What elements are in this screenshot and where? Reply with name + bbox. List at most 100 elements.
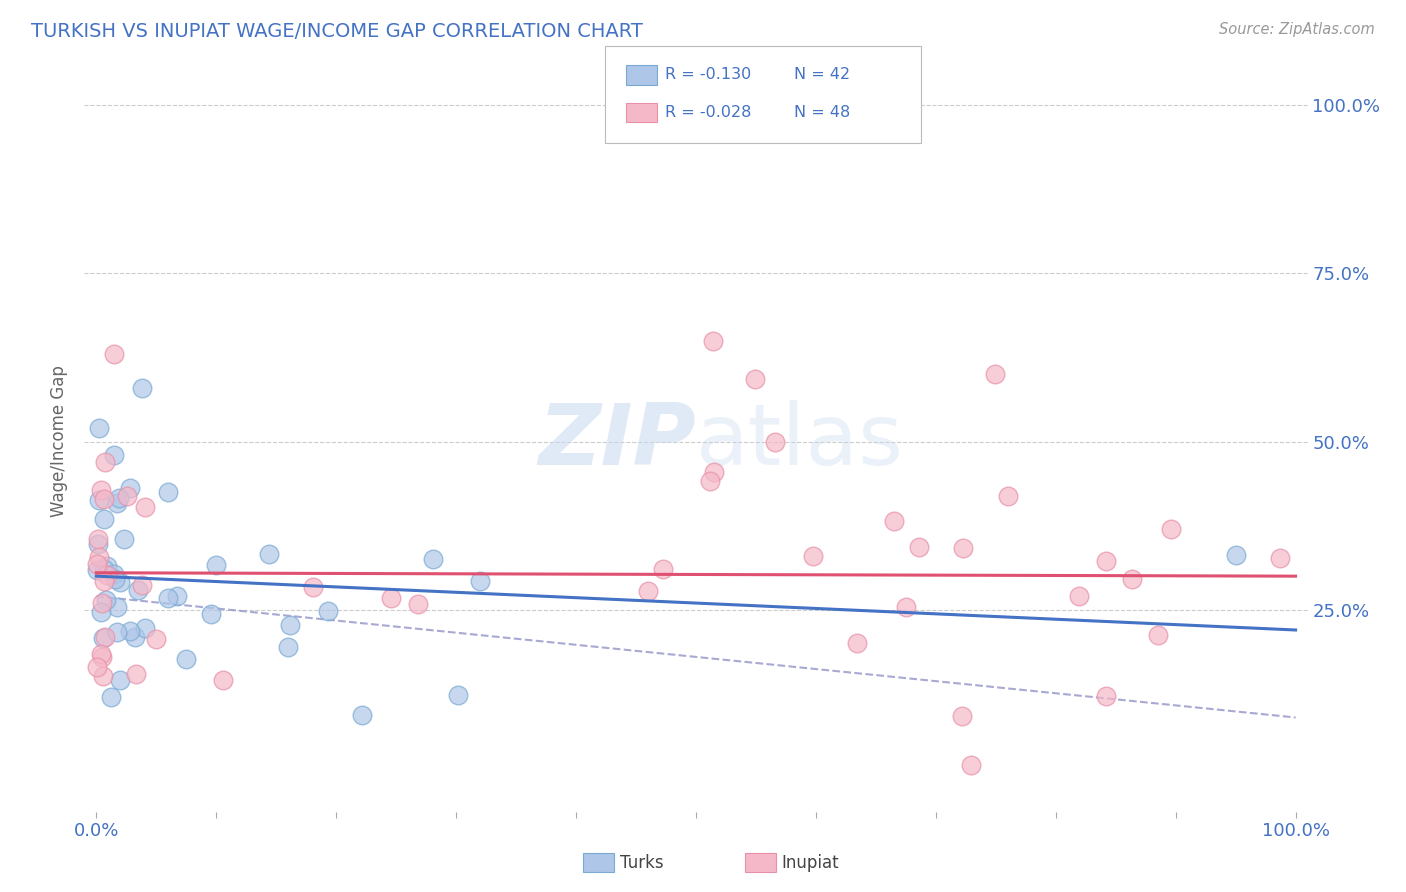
Point	[100, 690, 122, 704]
Point	[1095, 689, 1118, 703]
Text: R = -0.028: R = -0.028	[665, 105, 751, 120]
Point	[157, 485, 180, 500]
Text: atlas: atlas	[696, 400, 904, 483]
Point	[86, 533, 108, 547]
Point	[96, 568, 118, 582]
Point	[212, 673, 235, 687]
Point	[1147, 628, 1170, 642]
Point	[174, 651, 197, 665]
Point	[87, 421, 110, 435]
Point	[1225, 548, 1247, 562]
Point	[87, 493, 110, 508]
Y-axis label: Wage/Income Gap: Wage/Income Gap	[51, 366, 69, 517]
Point	[93, 492, 115, 507]
Point	[652, 562, 675, 576]
Point	[103, 448, 125, 462]
Point	[699, 474, 721, 488]
Text: ZIP: ZIP	[538, 400, 696, 483]
Point	[703, 465, 725, 479]
Point	[86, 557, 108, 571]
Point	[765, 434, 787, 449]
Point	[94, 593, 117, 607]
Point	[124, 630, 146, 644]
Point	[93, 512, 115, 526]
Point	[134, 500, 156, 514]
Point	[447, 688, 470, 702]
Point	[118, 624, 141, 638]
Point	[105, 496, 128, 510]
Point	[468, 574, 491, 589]
Text: N = 48: N = 48	[794, 105, 851, 120]
Point	[744, 372, 766, 386]
Point	[107, 491, 129, 506]
Point	[952, 541, 974, 556]
Point	[131, 578, 153, 592]
Point	[157, 591, 180, 605]
Point	[93, 574, 115, 588]
Point	[134, 621, 156, 635]
Point	[87, 537, 110, 551]
Text: Turks: Turks	[620, 855, 664, 872]
Point	[91, 649, 114, 664]
Point	[950, 709, 973, 723]
Point	[93, 561, 115, 575]
Point	[91, 631, 114, 645]
Point	[125, 666, 148, 681]
Point	[86, 660, 108, 674]
Point	[352, 708, 374, 723]
Point	[205, 558, 228, 572]
Text: TURKISH VS INUPIAT WAGE/INCOME GAP CORRELATION CHART: TURKISH VS INUPIAT WAGE/INCOME GAP CORRE…	[31, 22, 643, 41]
Point	[131, 381, 153, 395]
Point	[896, 600, 918, 615]
Point	[120, 481, 142, 495]
Point	[997, 489, 1019, 503]
Point	[145, 632, 167, 646]
Point	[103, 347, 125, 361]
Point	[259, 547, 281, 561]
Point	[960, 757, 983, 772]
Point	[90, 647, 112, 661]
Text: Source: ZipAtlas.com: Source: ZipAtlas.com	[1219, 22, 1375, 37]
Point	[115, 489, 138, 503]
Point	[1095, 554, 1118, 568]
Point	[104, 572, 127, 586]
Point	[316, 604, 339, 618]
Point	[166, 589, 188, 603]
Point	[200, 607, 222, 621]
Point	[94, 455, 117, 469]
Point	[1160, 522, 1182, 536]
Point	[112, 533, 135, 547]
Point	[277, 640, 299, 654]
Point	[94, 631, 117, 645]
Point	[91, 669, 114, 683]
Point	[105, 624, 128, 639]
Point	[702, 334, 724, 348]
Point	[846, 636, 869, 650]
Point	[883, 514, 905, 528]
Point	[408, 597, 430, 611]
Point	[89, 550, 111, 565]
Point	[907, 541, 929, 555]
Text: R = -0.130: R = -0.130	[665, 68, 751, 82]
Point	[86, 562, 108, 576]
Point	[278, 618, 301, 632]
Point	[127, 583, 149, 598]
Point	[90, 483, 112, 497]
Point	[105, 600, 128, 615]
Point	[103, 566, 125, 581]
Point	[1121, 572, 1143, 586]
Point	[637, 583, 659, 598]
Point	[301, 580, 323, 594]
Point	[380, 591, 402, 606]
Point	[801, 549, 824, 563]
Point	[108, 673, 131, 687]
Point	[90, 595, 112, 609]
Point	[108, 574, 131, 589]
Point	[1270, 551, 1292, 566]
Point	[90, 605, 112, 619]
Text: Inupiat: Inupiat	[782, 855, 839, 872]
Text: N = 42: N = 42	[794, 68, 851, 82]
Point	[422, 552, 444, 566]
Point	[1069, 589, 1091, 603]
Point	[984, 368, 1007, 382]
